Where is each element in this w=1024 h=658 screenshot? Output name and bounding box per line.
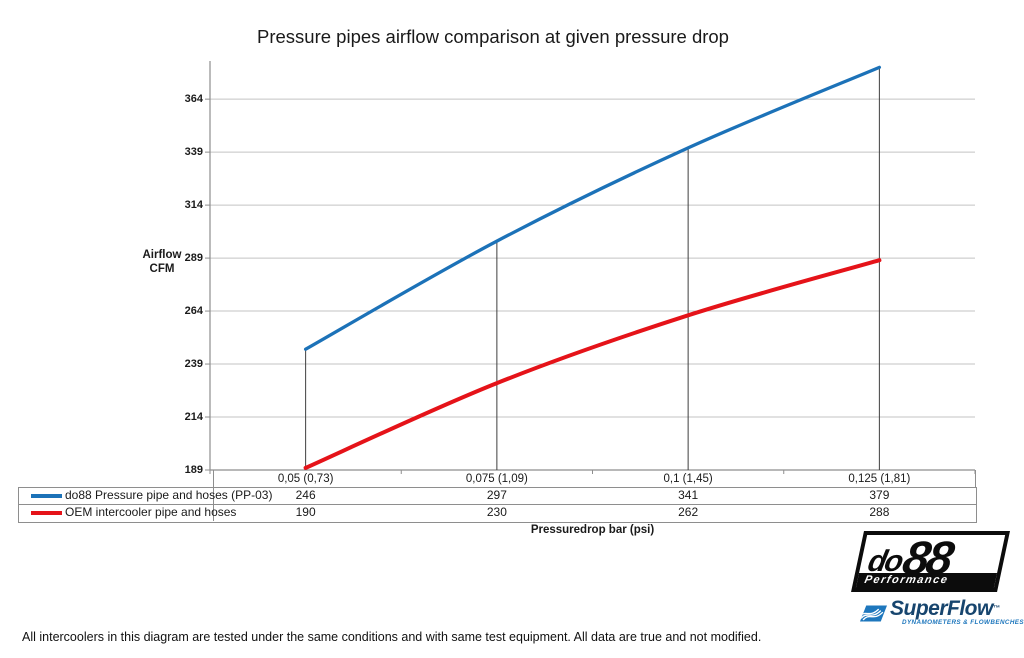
series-line-1 — [303, 258, 882, 470]
do88-logo-text: do 88 — [859, 531, 1005, 584]
do88-logo-tagline: Performance — [855, 573, 998, 588]
y-tick-label: 289 — [184, 252, 203, 265]
superflow-logo: SuperFlow™ DYNAMOMETERS & FLOWBENCHES — [860, 598, 1024, 632]
x-category-label: 0,125 (1,81) — [848, 473, 911, 485]
x-axis-title: Pressuredrop bar (psi) — [530, 524, 655, 536]
do88-logo-prefix: do — [865, 545, 905, 578]
legend-line-marker — [31, 511, 62, 515]
table-cell-value: 262 — [678, 505, 699, 519]
legend-series-name: do88 Pressure pipe and hoses (PP-03) — [65, 488, 273, 502]
x-category-label: 0,075 (1,09) — [465, 473, 528, 485]
x-category-label: 0,1 (1,45) — [663, 473, 713, 485]
table-cell-value: 190 — [295, 505, 316, 519]
disclaimer-text: All intercoolers in this diagram are tes… — [22, 630, 762, 644]
do88-logo-suffix: 88 — [898, 531, 956, 584]
y-axis-title-line1: Airflow — [142, 249, 182, 261]
legend-row: do88 Pressure pipe and hoses (PP-03) — [19, 487, 273, 504]
legend-table-box — [18, 487, 977, 523]
table-cell-value: 379 — [869, 488, 890, 502]
do88-logo: do 88 Performance — [851, 531, 1010, 592]
y-tick-label: 314 — [184, 199, 203, 212]
superflow-tagline: DYNAMOMETERS & FLOWBENCHES — [902, 619, 1024, 626]
y-tick-label: 189 — [184, 464, 203, 476]
table-cell-value: 230 — [486, 505, 507, 519]
superflow-brand: SuperFlow™ — [890, 597, 1000, 620]
legend-column-separator — [213, 470, 214, 521]
category-row — [213, 470, 976, 487]
table-cell-value: 341 — [678, 488, 699, 502]
x-category-label: 0,05 (0,73) — [277, 473, 334, 485]
superflow-wave-icon — [860, 605, 887, 622]
trademark-symbol: ™ — [992, 605, 1000, 612]
table-cell-value: 246 — [295, 488, 316, 502]
series-line-0 — [303, 65, 882, 351]
y-tick-label: 364 — [184, 93, 203, 106]
chart-title: Pressure pipes airflow comparison at giv… — [257, 26, 729, 47]
legend-line-marker — [31, 494, 62, 498]
legend-series-name: OEM intercooler pipe and hoses — [65, 505, 237, 519]
y-axis-title-line2: CFM — [149, 262, 175, 275]
y-tick-label: 214 — [184, 411, 203, 424]
y-tick-label: 264 — [184, 305, 203, 318]
y-axis-title: Airflow CFM — [134, 249, 190, 276]
legend-row: OEM intercooler pipe and hoses — [19, 504, 237, 521]
legend-row-divider — [18, 504, 976, 505]
y-tick-label: 339 — [184, 146, 203, 159]
table-cell-value: 288 — [869, 505, 890, 519]
table-cell-value: 297 — [486, 488, 507, 502]
superflow-text-block: SuperFlow™ DYNAMOMETERS & FLOWBENCHES — [890, 598, 1024, 626]
y-tick-label: 239 — [184, 358, 203, 371]
